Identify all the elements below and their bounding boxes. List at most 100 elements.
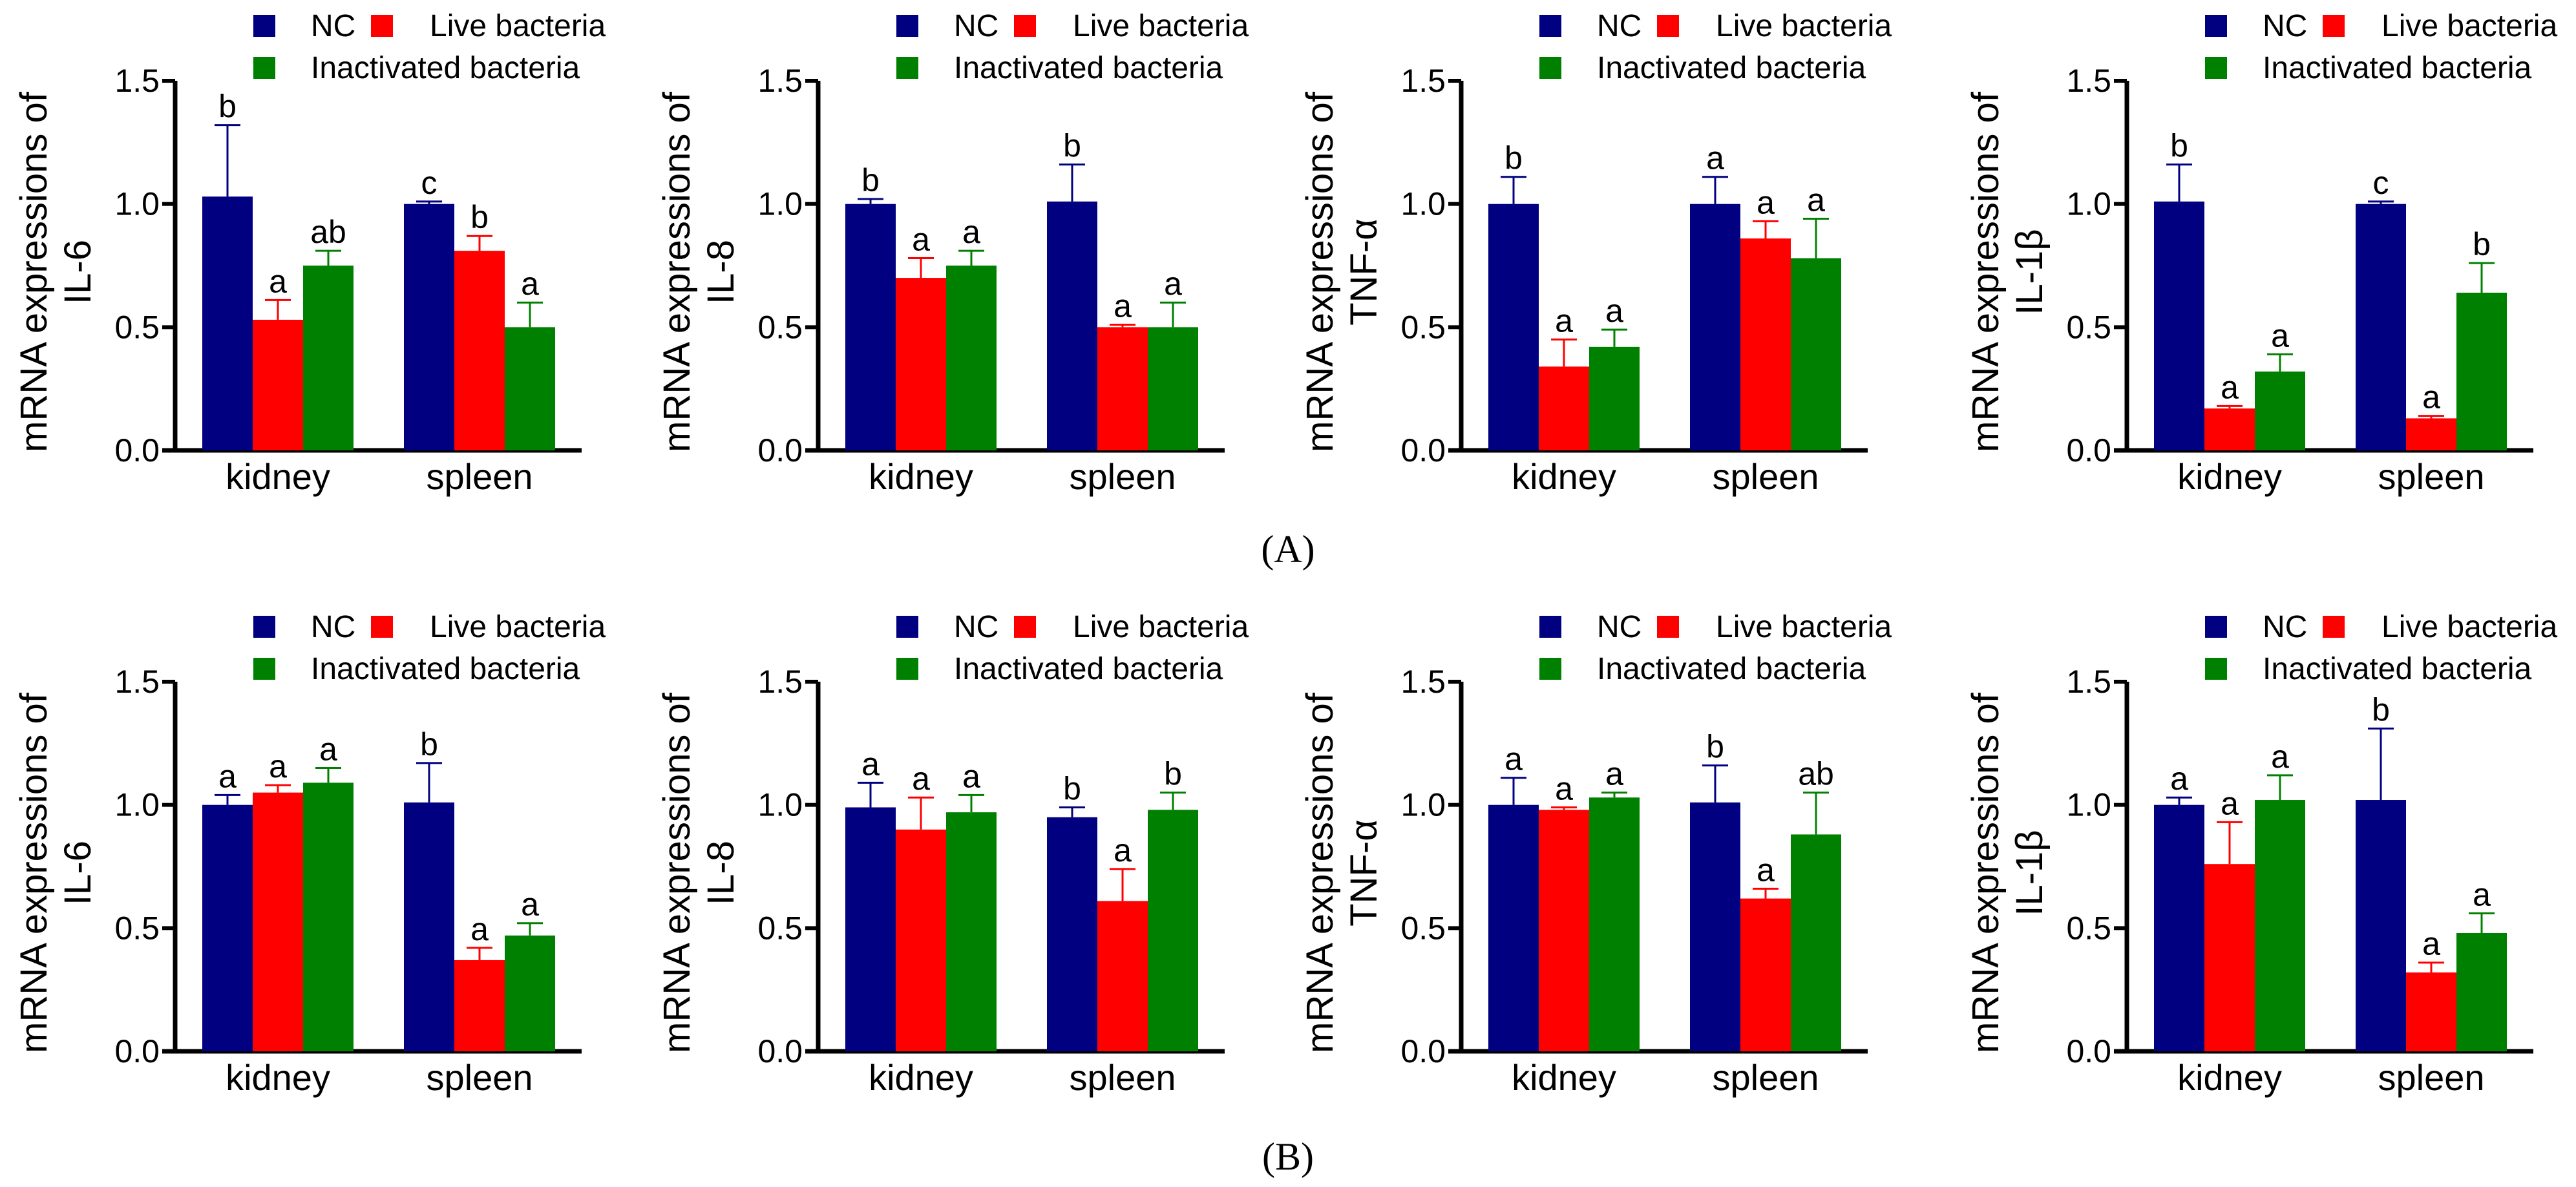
y-axis-label: IL-8 xyxy=(700,240,742,304)
bar-chart-panel: 0.0 0.5 1.0 1.5 mRNA expressions of IL-1β kidn… xyxy=(1965,9,2557,497)
significance-letter: c xyxy=(2373,165,2389,201)
y-tick-label: 0.0 xyxy=(114,432,160,468)
x-tick-label: spleen xyxy=(1712,456,1819,497)
significance-letter: a xyxy=(521,887,539,923)
significance-letter: b xyxy=(470,199,489,235)
y-axis-label: mRNA expressions of xyxy=(1299,692,1341,1053)
significance-letter: a xyxy=(1504,741,1523,777)
y-tick-label: 1.5 xyxy=(2066,664,2111,700)
x-tick-label: kidney xyxy=(869,1057,973,1098)
bar xyxy=(303,266,354,450)
y-axis-label: mRNA expressions of xyxy=(1965,91,2007,452)
bar-chart-panel: 0.0 0.5 1.0 1.5 mRNA expressions of IL-6 kidne… xyxy=(13,9,606,497)
legend-swatch-live xyxy=(1657,15,1679,37)
significance-letter: b xyxy=(420,726,438,762)
bar xyxy=(202,804,253,1051)
significance-letter: a xyxy=(1706,140,1724,176)
y-tick-label: 1.5 xyxy=(2066,63,2111,99)
significance-letter: a xyxy=(2422,379,2440,415)
bar-chart-panel: 0.0 0.5 1.0 1.5 mRNA expressions of TNF-α kidn… xyxy=(1299,610,1892,1098)
significance-letter: a xyxy=(470,911,489,947)
significance-letter: a xyxy=(269,748,287,784)
x-tick-label: spleen xyxy=(426,456,533,497)
legend-swatch-inactivated xyxy=(896,658,918,680)
bar xyxy=(2456,932,2507,1051)
legend: NC Live bacteria Inactivated bacteria xyxy=(2205,610,2557,686)
bar xyxy=(404,204,454,450)
x-tick-label: spleen xyxy=(1712,1057,1819,1098)
y-tick-label: 0.5 xyxy=(757,309,803,345)
y-tick-label: 1.5 xyxy=(1400,63,1446,99)
significance-letter: a xyxy=(1114,288,1132,324)
panel-label-b: (B) xyxy=(1262,1135,1314,1178)
legend-label: Live bacteria xyxy=(1716,9,1892,43)
significance-letter: a xyxy=(962,214,980,250)
y-axis-label: mRNA expressions of xyxy=(1965,692,2007,1053)
legend-swatch-live xyxy=(2323,15,2345,37)
legend: NC Live bacteria Inactivated bacteria xyxy=(896,9,1249,85)
bar xyxy=(845,807,896,1051)
bar xyxy=(2204,408,2255,450)
legend-swatch-live xyxy=(1014,616,1036,638)
bar xyxy=(1791,834,1841,1051)
y-tick-label: 1.5 xyxy=(1400,664,1446,700)
y-axis-label: TNF-α xyxy=(1343,218,1385,326)
y-tick-label: 1.0 xyxy=(2066,186,2111,222)
significance-letter: b xyxy=(1063,128,1081,164)
y-tick-label: 0.0 xyxy=(757,432,803,468)
bar xyxy=(1097,327,1148,450)
y-axis-label: IL-1β xyxy=(2009,830,2051,916)
significance-letter: a xyxy=(2422,926,2440,962)
y-tick-label: 1.0 xyxy=(114,787,160,823)
y-tick-label: 1.0 xyxy=(2066,787,2111,823)
bar xyxy=(1589,797,1640,1051)
legend-swatch-live xyxy=(1014,15,1036,37)
bar xyxy=(946,266,997,450)
y-tick-label: 1.0 xyxy=(1400,186,1446,222)
y-tick-label: 1.5 xyxy=(757,63,803,99)
x-tick-label: kidney xyxy=(1512,456,1616,497)
legend-label: NC xyxy=(311,610,355,644)
bar xyxy=(1148,327,1198,450)
legend-swatch-inactivated xyxy=(1539,658,1561,680)
bar xyxy=(253,792,303,1051)
legend-swatch-inactivated xyxy=(2205,57,2227,79)
y-axis-label: TNF-α xyxy=(1343,819,1385,927)
bar xyxy=(845,204,896,450)
y-tick-label: 1.5 xyxy=(757,664,803,700)
significance-letter: a xyxy=(2221,369,2239,405)
legend-swatch-live xyxy=(371,15,393,37)
bar xyxy=(2406,972,2456,1051)
significance-letter: a xyxy=(861,746,880,782)
legend-swatch-nc xyxy=(1539,616,1561,638)
legend-swatch-nc xyxy=(896,15,918,37)
significance-letter: a xyxy=(1555,302,1573,339)
y-tick-label: 0.0 xyxy=(114,1033,160,1069)
significance-letter: a xyxy=(962,758,980,794)
y-tick-label: 0.5 xyxy=(1400,309,1446,345)
significance-letter: b xyxy=(1164,756,1182,792)
significance-letter: b xyxy=(218,89,237,125)
legend-swatch-inactivated xyxy=(896,57,918,79)
y-tick-label: 0.5 xyxy=(114,910,160,946)
bar xyxy=(1690,802,1740,1051)
y-tick-label: 0.0 xyxy=(1400,1033,1446,1069)
y-axis-label: mRNA expressions of xyxy=(656,692,698,1053)
bar xyxy=(1690,204,1740,450)
significance-letter: a xyxy=(2271,739,2289,775)
bar xyxy=(2154,804,2204,1051)
y-tick-label: 1.5 xyxy=(114,63,160,99)
significance-letter: c xyxy=(421,165,438,201)
y-tick-label: 0.0 xyxy=(757,1033,803,1069)
significance-letter: a xyxy=(1757,184,1775,220)
legend-swatch-inactivated xyxy=(1539,57,1561,79)
significance-letter: a xyxy=(521,266,539,302)
legend-swatch-inactivated xyxy=(2205,658,2227,680)
legend-swatch-nc xyxy=(253,616,275,638)
significance-letter: a xyxy=(912,222,930,258)
legend: NC Live bacteria Inactivated bacteria xyxy=(1539,610,1892,686)
bar xyxy=(1740,238,1791,450)
bar xyxy=(1539,366,1589,450)
y-axis-label: IL-8 xyxy=(700,841,742,905)
